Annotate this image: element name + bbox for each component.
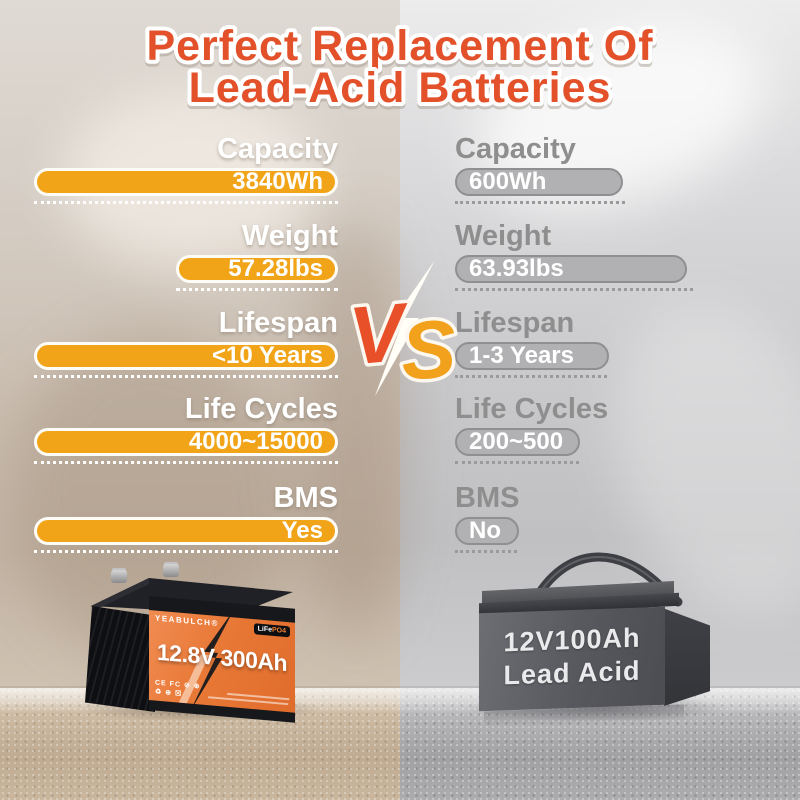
row-value-pill: 63.93lbs	[455, 255, 687, 283]
dotted-divider	[34, 201, 338, 204]
row-label: BMS	[455, 482, 520, 514]
dotted-divider	[455, 375, 607, 378]
battery-spec-text: 12V100Ah Lead Acid	[479, 621, 665, 693]
battery-side-grip	[85, 606, 155, 712]
dotted-divider	[455, 288, 693, 291]
title-line2-shadow: Lead-Acid Batteries	[189, 67, 612, 115]
battery-side-face	[664, 608, 710, 706]
battery-front-face: YEABULCH® LiFePO4 12.8V 300Ah CE FC ⊘ ⊕ …	[149, 596, 295, 723]
leadacid-battery-photo: 12V100Ah Lead Acid	[468, 538, 716, 728]
row-value-pill: 3840Wh	[34, 168, 338, 196]
row-label: Capacity	[455, 133, 576, 165]
vs-letter-s: S	[399, 304, 458, 398]
certification-icons: CE FC ⊘ ⊕ ♻ ⊕ ☒	[155, 679, 201, 701]
row-label: Weight	[241, 220, 338, 252]
spec-line2: Lead Acid	[503, 655, 641, 691]
dotted-divider	[34, 375, 338, 378]
row-value-pill: 200~500	[455, 428, 580, 456]
wall-floor-junction	[0, 686, 800, 688]
leadacid-row-bms: BMS No	[455, 483, 775, 553]
row-value-pill: 4000~15000	[34, 428, 338, 456]
battery-front-face: 12V100Ah Lead Acid	[479, 606, 665, 712]
lifepo4-row-life-cycles: Life Cycles 4000~15000	[34, 394, 338, 464]
battery-label: YEABULCH® LiFePO4 12.8V 300Ah CE FC ⊘ ⊕ …	[149, 610, 295, 713]
title-line1-shadow: Perfect Replacement Of	[146, 25, 653, 73]
page-title: Perfect Replacement Of Lead-Acid Batteri…	[142, 18, 656, 118]
row-value-pill: 600Wh	[455, 168, 623, 196]
leadacid-row-life-cycles: Life Cycles 200~500	[455, 394, 775, 464]
dotted-divider	[34, 550, 338, 553]
lifepo4-row-bms: BMS Yes	[34, 483, 338, 553]
dotted-divider	[34, 461, 338, 464]
lifepo4-row-weight: Weight 57.28lbs	[34, 221, 338, 291]
lifepo4-row-lifespan: Lifespan <10 Years	[34, 308, 338, 378]
lifepo4-battery-photo: YEABULCH® LiFePO4 12.8V 300Ah CE FC ⊘ ⊕ …	[85, 560, 297, 723]
title-line2: Lead-Acid Batteries	[189, 64, 612, 112]
row-label: Life Cycles	[455, 393, 609, 425]
row-value-pill: 57.28lbs	[176, 255, 338, 283]
title-line1: Perfect Replacement Of	[146, 22, 653, 70]
row-label: BMS	[273, 482, 338, 514]
row-value-pill: 1-3 Years	[455, 342, 609, 370]
dotted-divider	[455, 201, 625, 204]
dotted-divider	[176, 288, 338, 291]
row-value-pill: Yes	[34, 517, 338, 545]
vs-emblem: V S	[349, 260, 461, 398]
row-label: Life Cycles	[184, 393, 338, 425]
badge-text-po4: PO4	[271, 626, 286, 635]
battery-terminal	[111, 570, 127, 583]
leadacid-row-capacity: Capacity 600Wh	[455, 134, 775, 204]
row-label: Lifespan	[218, 307, 338, 339]
lifepo4-row-capacity: Capacity 3840Wh	[34, 134, 338, 204]
dotted-divider	[455, 550, 517, 553]
row-label: Lifespan	[455, 307, 575, 339]
leadacid-row-lifespan: Lifespan 1-3 Years	[455, 308, 775, 378]
row-label: Weight	[455, 220, 552, 252]
row-value-pill: No	[455, 517, 519, 545]
leadacid-row-weight: Weight 63.93lbs	[455, 221, 775, 291]
label-lightning-graphic	[177, 610, 234, 712]
row-label: Capacity	[217, 133, 338, 165]
battery-terminal	[163, 564, 179, 577]
row-value-pill: <10 Years	[34, 342, 338, 370]
lightning-bolt-icon	[375, 260, 435, 396]
dotted-divider	[455, 461, 579, 464]
badge-text-life: LiFe	[257, 625, 272, 634]
